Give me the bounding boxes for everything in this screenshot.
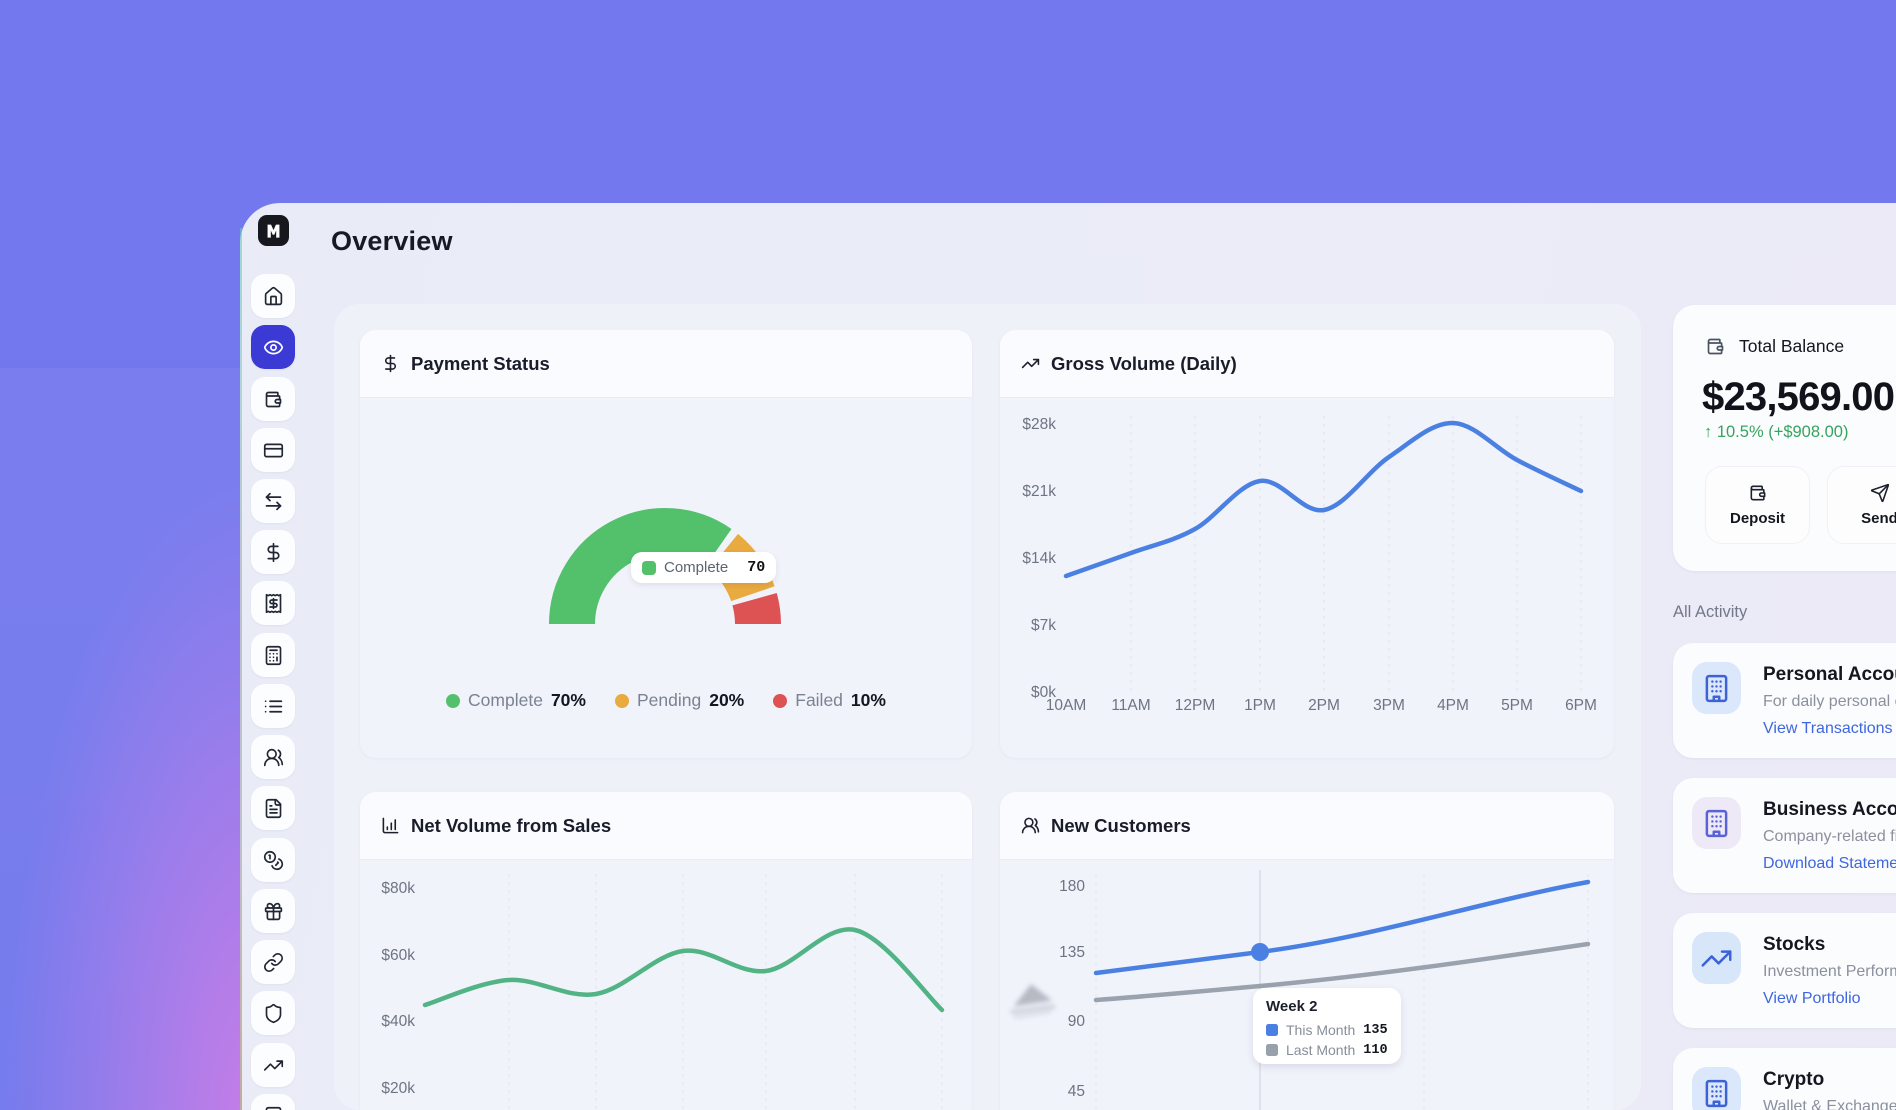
svg-text:11AM: 11AM (1111, 697, 1150, 714)
svg-text:3PM: 3PM (1373, 697, 1405, 714)
svg-text:12PM: 12PM (1175, 697, 1216, 714)
svg-text:4PM: 4PM (1437, 697, 1469, 714)
svg-text:45: 45 (1068, 1083, 1085, 1100)
svg-text:10AM: 10AM (1046, 697, 1087, 714)
svg-text:180: 180 (1059, 878, 1085, 895)
svg-text:$28k: $28k (1022, 416, 1056, 433)
svg-text:$40k: $40k (381, 1013, 415, 1030)
svg-text:$0k: $0k (1031, 684, 1056, 701)
svg-text:$80k: $80k (381, 880, 415, 897)
svg-text:$20k: $20k (381, 1080, 415, 1097)
svg-text:1PM: 1PM (1244, 697, 1276, 714)
svg-text:5PM: 5PM (1501, 697, 1533, 714)
svg-text:$21k: $21k (1022, 483, 1056, 500)
svg-text:135: 135 (1059, 944, 1085, 961)
svg-text:$60k: $60k (381, 947, 415, 964)
svg-text:90: 90 (1068, 1013, 1086, 1030)
svg-text:$14k: $14k (1022, 550, 1056, 567)
svg-text:$7k: $7k (1031, 617, 1056, 634)
svg-text:6PM: 6PM (1565, 697, 1597, 714)
svg-text:2PM: 2PM (1308, 697, 1340, 714)
